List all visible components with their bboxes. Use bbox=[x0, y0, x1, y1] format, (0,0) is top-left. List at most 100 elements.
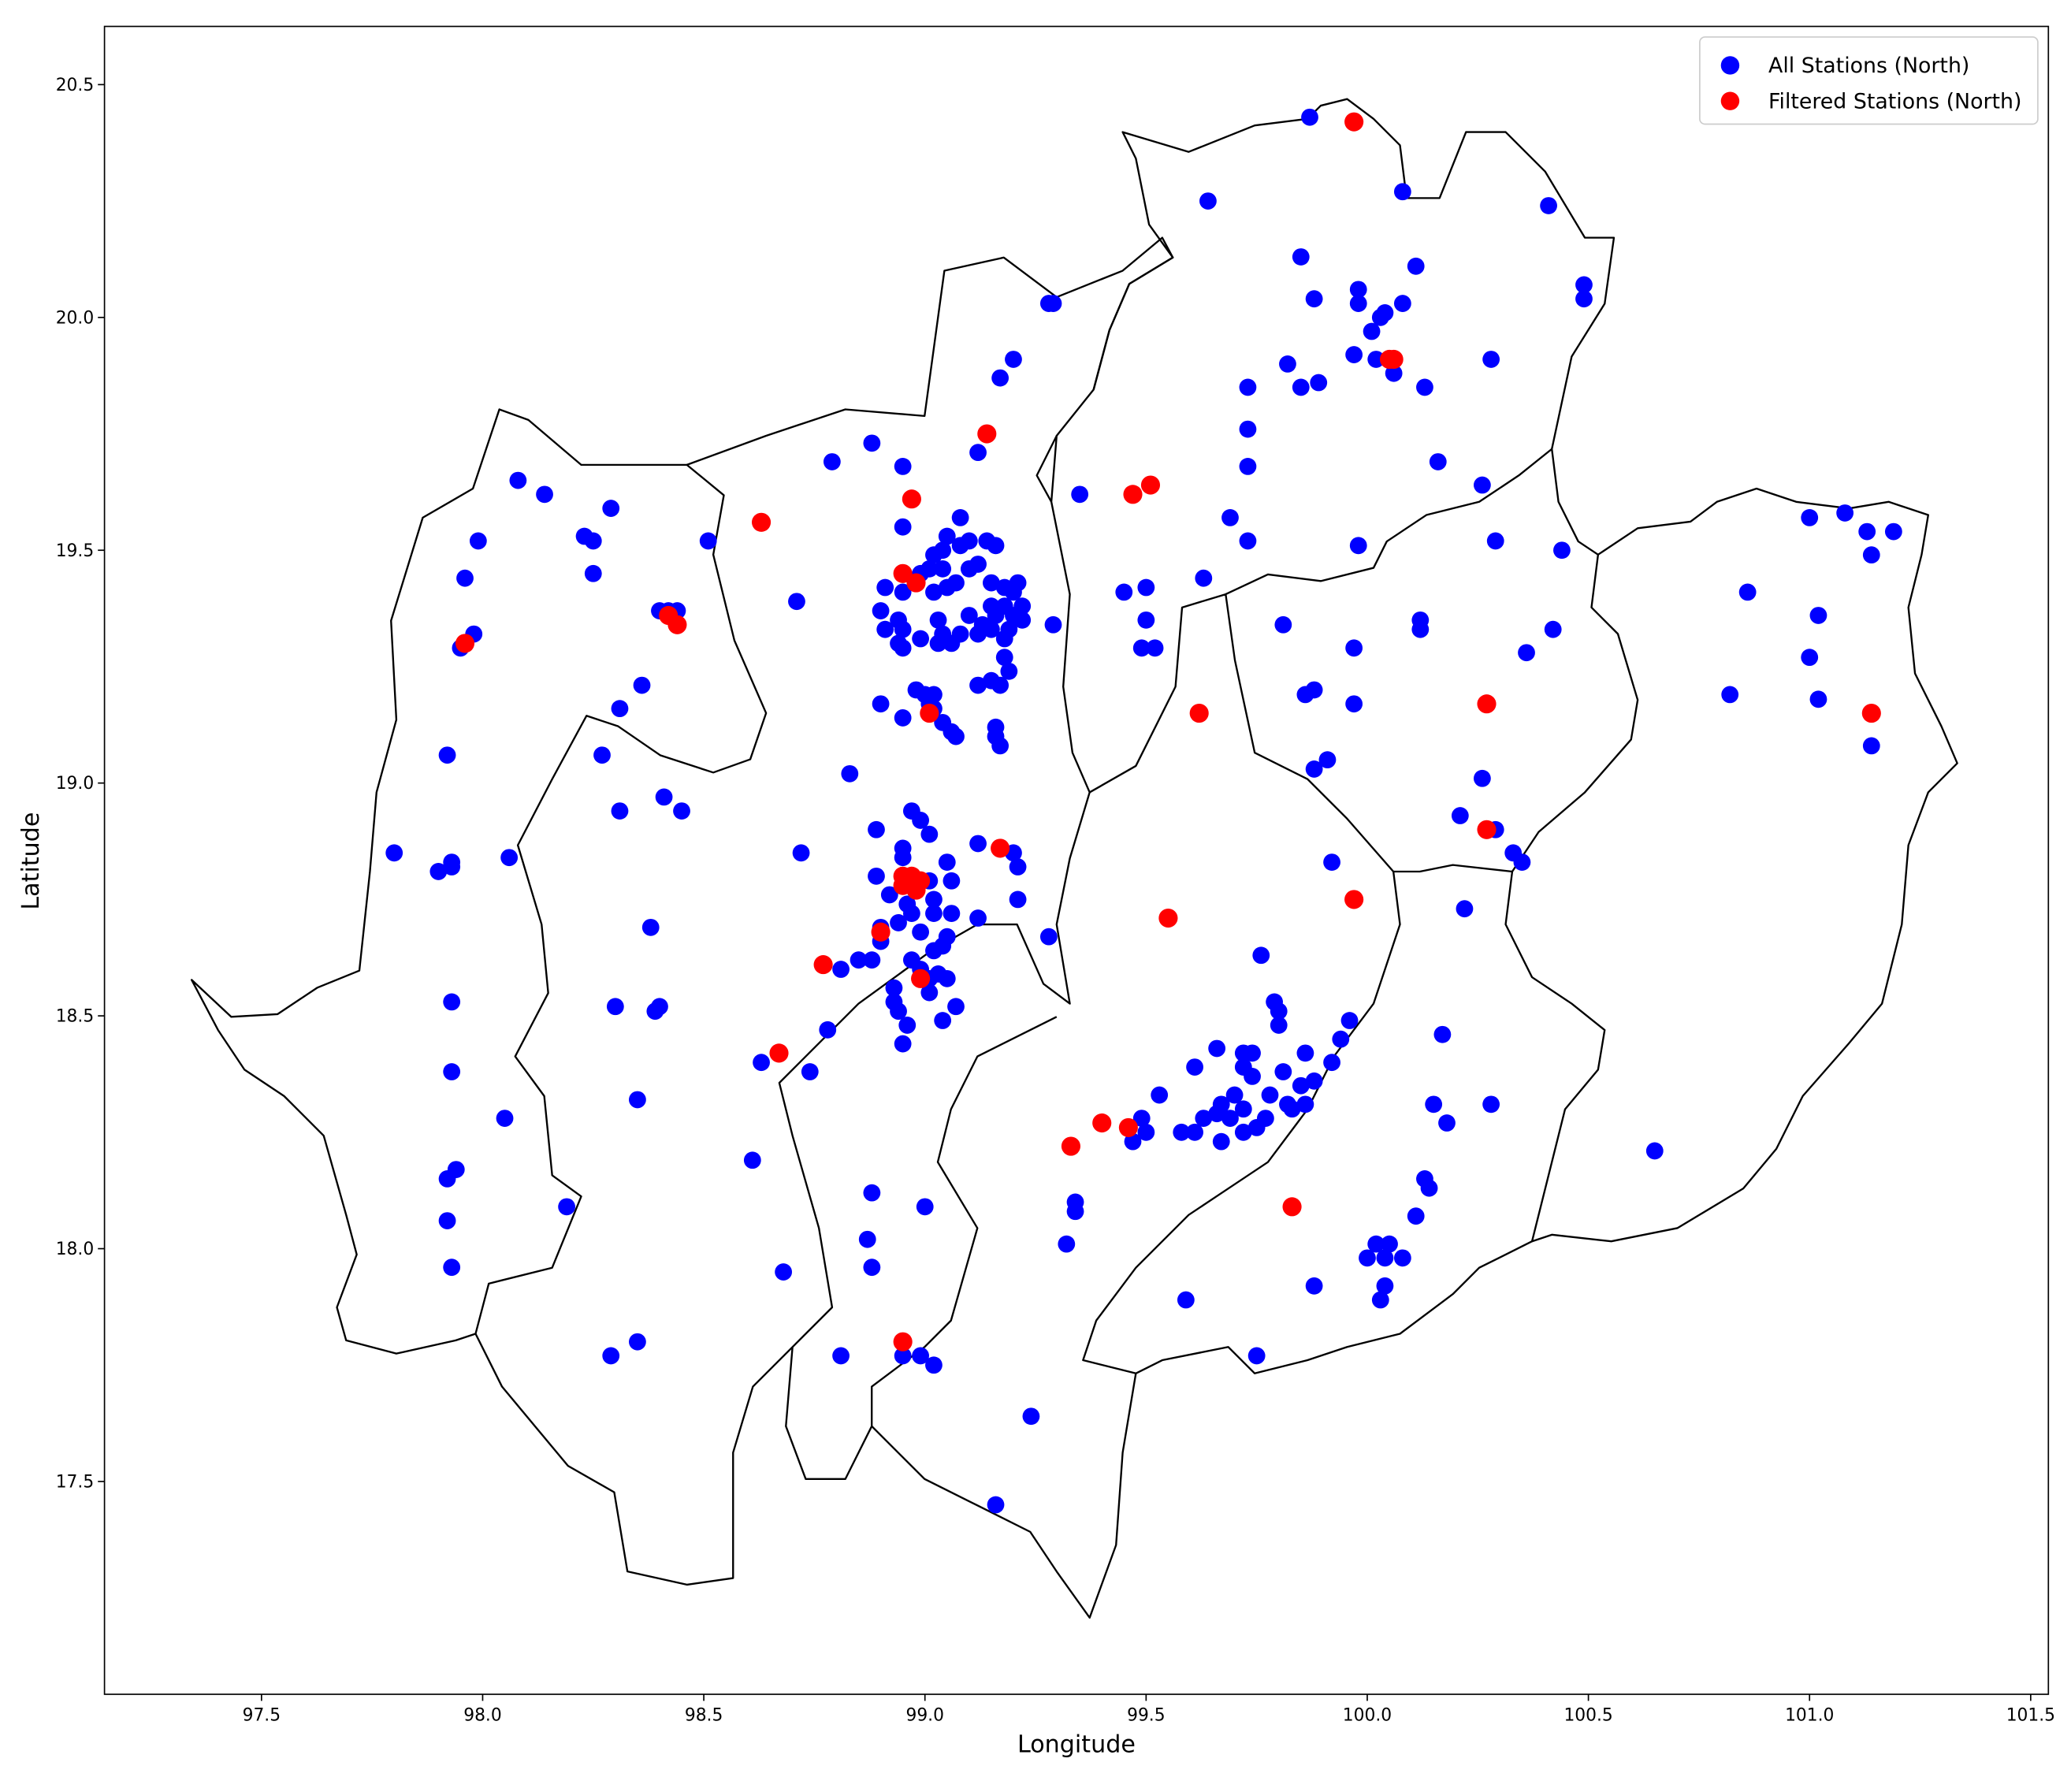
station-point bbox=[1809, 690, 1827, 708]
station-point bbox=[751, 512, 772, 532]
station-point bbox=[969, 909, 987, 927]
station-point bbox=[925, 1356, 943, 1374]
station-point bbox=[1349, 537, 1367, 555]
station-point bbox=[438, 1212, 456, 1229]
region-outline bbox=[871, 593, 1401, 1619]
station-point bbox=[788, 593, 805, 611]
station-point bbox=[429, 863, 448, 880]
station-point bbox=[1861, 703, 1881, 723]
station-point bbox=[1283, 1100, 1301, 1118]
x-tick-label: 99.5 bbox=[1127, 1706, 1165, 1726]
station-point bbox=[1234, 1100, 1252, 1118]
station-point bbox=[841, 764, 859, 783]
y-tick-label: 18.0 bbox=[56, 1240, 94, 1259]
station-point bbox=[1118, 1117, 1138, 1137]
station-point bbox=[1429, 453, 1447, 470]
station-point bbox=[1477, 694, 1497, 714]
station-point bbox=[934, 560, 952, 578]
station-point bbox=[801, 1063, 819, 1080]
station-point bbox=[911, 968, 931, 988]
station-point bbox=[1862, 737, 1880, 755]
region-outline bbox=[1393, 448, 1639, 873]
station-point bbox=[593, 746, 611, 764]
station-point bbox=[1195, 1110, 1213, 1127]
station-point bbox=[1371, 1291, 1389, 1309]
station-point bbox=[1000, 662, 1018, 680]
station-point bbox=[1323, 853, 1340, 872]
station-point bbox=[438, 746, 456, 764]
station-point bbox=[1296, 1044, 1314, 1062]
station-point bbox=[1177, 1291, 1195, 1309]
station-point bbox=[1221, 1110, 1239, 1127]
station-point bbox=[1239, 378, 1257, 396]
station-point bbox=[1393, 1249, 1411, 1267]
station-point bbox=[1451, 807, 1469, 824]
station-point bbox=[1140, 475, 1161, 495]
station-point bbox=[991, 737, 1009, 755]
station-point bbox=[1282, 1197, 1302, 1217]
station-point bbox=[1039, 928, 1058, 946]
station-point bbox=[646, 1002, 664, 1021]
station-point bbox=[1474, 769, 1491, 787]
station-point bbox=[983, 597, 1000, 615]
station-point bbox=[1208, 1105, 1226, 1123]
station-point bbox=[1486, 532, 1504, 550]
legend-label: All Stations (North) bbox=[1768, 54, 1969, 78]
station-point bbox=[1809, 607, 1827, 624]
station-point bbox=[753, 1054, 770, 1072]
station-point bbox=[1066, 1203, 1084, 1221]
station-point bbox=[1384, 349, 1404, 370]
station-point bbox=[1132, 1110, 1151, 1127]
station-point bbox=[1239, 532, 1257, 550]
station-point bbox=[894, 1035, 912, 1053]
station-point bbox=[1305, 1277, 1323, 1295]
plot-frame bbox=[103, 25, 2050, 1695]
station-point bbox=[1132, 639, 1151, 657]
station-point bbox=[1363, 322, 1381, 340]
station-point bbox=[1305, 760, 1323, 778]
station-point bbox=[469, 532, 487, 550]
station-point bbox=[938, 853, 956, 872]
station-point bbox=[894, 709, 912, 727]
station-point bbox=[1013, 611, 1032, 629]
station-point bbox=[673, 802, 690, 820]
station-point bbox=[655, 788, 673, 806]
station-point bbox=[929, 611, 947, 629]
station-point bbox=[978, 532, 996, 550]
station-point bbox=[912, 812, 929, 829]
station-point bbox=[1044, 295, 1062, 312]
station-point bbox=[902, 489, 921, 509]
station-point bbox=[943, 905, 961, 923]
x-tick-label: 97.5 bbox=[243, 1706, 281, 1726]
station-point bbox=[1234, 1123, 1252, 1141]
station-point bbox=[1013, 597, 1032, 615]
region-outline bbox=[191, 408, 768, 1355]
station-point bbox=[969, 444, 987, 462]
station-point bbox=[991, 369, 1009, 387]
station-point bbox=[1058, 1235, 1076, 1253]
station-point bbox=[743, 1151, 761, 1169]
marks bbox=[385, 108, 1902, 1514]
station-point bbox=[912, 923, 929, 941]
station-point bbox=[1115, 583, 1133, 601]
station-point bbox=[1359, 1249, 1376, 1267]
station-point bbox=[858, 1230, 876, 1248]
station-point bbox=[876, 578, 894, 597]
station-point bbox=[925, 905, 943, 923]
station-point bbox=[1137, 611, 1155, 629]
station-point bbox=[1199, 192, 1217, 210]
station-point bbox=[1061, 1136, 1080, 1156]
y-axis-label: Latitude bbox=[17, 812, 45, 910]
y-tick-label: 19.0 bbox=[56, 774, 94, 794]
station-point bbox=[769, 1043, 789, 1063]
station-point bbox=[894, 1347, 912, 1365]
station-point bbox=[1252, 946, 1270, 965]
station-point bbox=[938, 578, 956, 597]
station-point bbox=[633, 676, 651, 694]
station-point bbox=[1411, 620, 1430, 638]
x-tick-label: 101.0 bbox=[1785, 1706, 1834, 1726]
station-point bbox=[1332, 1030, 1350, 1048]
station-point bbox=[995, 578, 1013, 597]
station-point bbox=[969, 556, 987, 573]
station-point bbox=[667, 615, 687, 634]
